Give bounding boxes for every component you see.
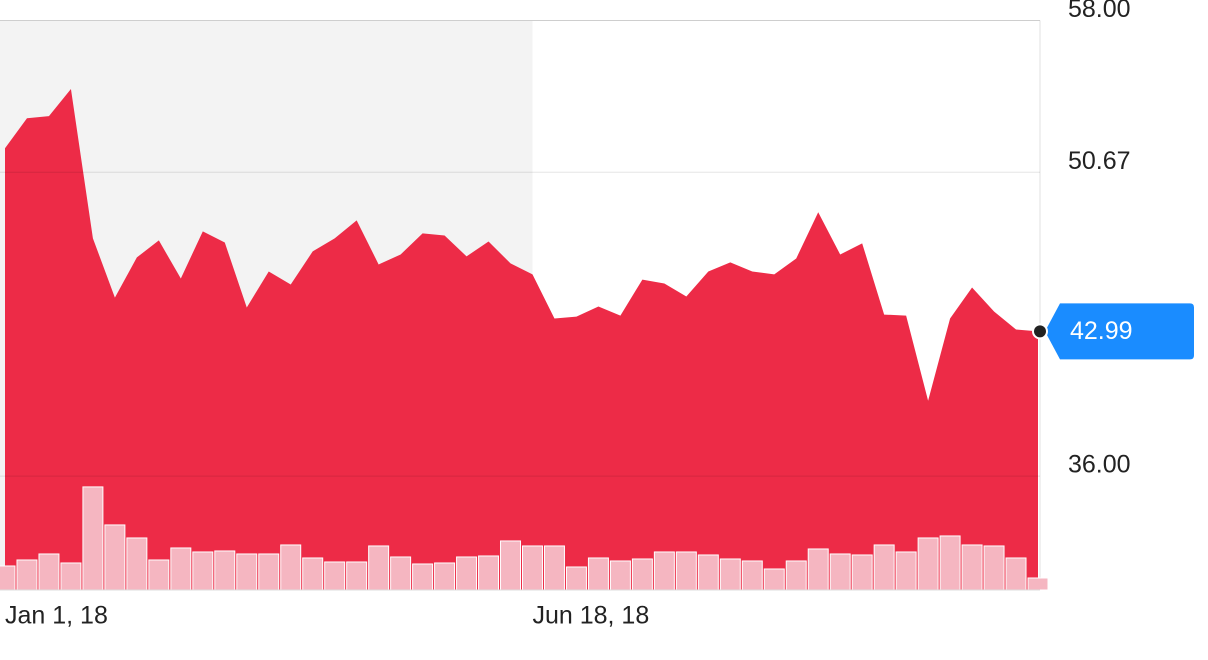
volume-bar bbox=[785, 560, 807, 591]
volume-bar bbox=[412, 563, 434, 591]
volume-bar bbox=[16, 559, 38, 591]
volume-bar bbox=[917, 537, 939, 591]
volume-bar bbox=[983, 545, 1005, 591]
volume-bar bbox=[126, 537, 148, 591]
volume-bar bbox=[60, 562, 82, 591]
volume-bar bbox=[214, 550, 236, 591]
y-tick-label: 58.00 bbox=[1068, 0, 1131, 23]
volume-bar bbox=[346, 561, 368, 591]
volume-bar bbox=[807, 548, 829, 591]
volume-bar bbox=[390, 556, 412, 591]
volume-bar bbox=[565, 566, 587, 591]
volume-bar bbox=[368, 545, 390, 591]
volume-bar bbox=[302, 557, 324, 591]
volume-bar bbox=[82, 486, 104, 591]
volume-bar bbox=[873, 544, 895, 591]
volume-bar bbox=[763, 568, 785, 591]
volume-bar bbox=[324, 561, 346, 591]
volume-bar bbox=[961, 544, 983, 591]
volume-bar bbox=[0, 565, 16, 591]
volume-bar bbox=[456, 556, 478, 591]
volume-bar bbox=[192, 551, 214, 591]
x-tick-label: Jun 18, 18 bbox=[532, 602, 649, 630]
price-tag bbox=[1045, 303, 1194, 360]
volume-bar bbox=[609, 560, 631, 591]
volume-bar bbox=[851, 554, 873, 591]
price-area bbox=[5, 89, 1038, 590]
volume-bar bbox=[500, 540, 521, 591]
volume-bar bbox=[543, 545, 565, 591]
last-price-dot bbox=[1032, 323, 1048, 340]
volume-bar bbox=[258, 553, 280, 591]
volume-bar bbox=[895, 551, 917, 591]
volume-bar bbox=[1027, 577, 1049, 591]
volume-bar bbox=[478, 555, 500, 591]
x-tick-label: Jan 1, 18 bbox=[5, 602, 108, 630]
volume-bar bbox=[829, 553, 851, 591]
volume-bar bbox=[148, 559, 170, 591]
volume-bar bbox=[697, 554, 719, 591]
volume-bar bbox=[1005, 557, 1027, 591]
y-tick-label: 36.00 bbox=[1068, 451, 1131, 479]
volume-bar bbox=[719, 558, 741, 591]
volume-bar bbox=[38, 553, 60, 591]
volume-bar bbox=[522, 545, 543, 591]
y-tick-label: 50.67 bbox=[1068, 147, 1131, 175]
volume-bar bbox=[631, 558, 653, 591]
volume-bar bbox=[104, 524, 126, 591]
volume-bar bbox=[939, 535, 961, 591]
volume-bar bbox=[741, 560, 763, 591]
volume-bar bbox=[236, 553, 258, 591]
volume-bar bbox=[587, 557, 609, 591]
last-price-label: 42.99 bbox=[1070, 317, 1133, 345]
volume-bar bbox=[434, 562, 456, 591]
volume-bar bbox=[170, 547, 192, 591]
volume-bar bbox=[280, 544, 302, 591]
volume-bar bbox=[653, 551, 675, 591]
volume-bar bbox=[675, 551, 697, 591]
